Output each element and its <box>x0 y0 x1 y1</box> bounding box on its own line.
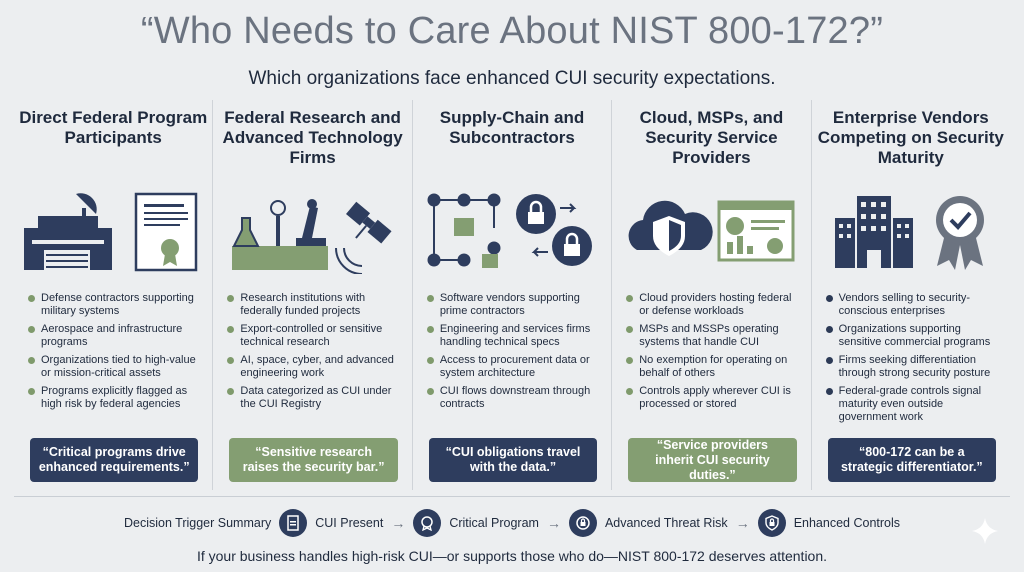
sparkle-icon <box>972 518 998 544</box>
award-badge-icon <box>935 196 984 270</box>
bullet-item: CUI flows downstream through contracts <box>426 385 603 411</box>
column-title: Supply-Chain and Subcontractors <box>439 108 585 147</box>
bullet-list: Cloud providers hosting federal or defen… <box>626 292 802 416</box>
bullet-item: No exemption for operating on behalf of … <box>626 354 802 380</box>
bullet-list: Research institutions with federally fun… <box>227 292 403 416</box>
bullet-item: Organizations tied to high-value or miss… <box>28 354 204 380</box>
decision-trigger-summary: Decision Trigger Summary CUI Present → C… <box>0 508 1024 538</box>
dashboard-icon <box>717 200 795 262</box>
lock-gear-icon <box>516 194 593 266</box>
column-federal-program: Direct Federal Program Participants <box>14 100 214 490</box>
column-title: Enterprise Vendors Competing on Security… <box>817 108 1004 167</box>
column-title: Federal Research and Advanced Technology… <box>222 108 403 167</box>
column-quote: “800-172 can be a strategic differentiat… <box>827 438 997 482</box>
bullet-item: Export-controlled or sensitive technical… <box>227 323 403 349</box>
bullet-item: Organizations supporting sensitive comme… <box>825 323 1002 349</box>
page-subtitle: Which organizations face enhanced CUI se… <box>248 68 776 89</box>
column-illustration <box>413 188 611 278</box>
bullet-item: Access to procurement data or system arc… <box>426 354 603 380</box>
arrow-right-icon: → <box>391 515 406 531</box>
bullet-item: Data categorized as CUI under the CUI Re… <box>227 385 403 411</box>
bullet-list: Defense contractors supporting military … <box>28 292 204 416</box>
audience-columns: Direct Federal Program Participants <box>14 100 1010 490</box>
column-illustration <box>213 188 411 278</box>
bullet-item: Firms seeking differentiation through st… <box>825 354 1002 380</box>
column-research-firms: Federal Research and Advanced Technology… <box>213 100 413 490</box>
bullet-item: Vendors selling to security-conscious en… <box>825 292 1002 318</box>
column-title: Direct Federal Program Participants <box>19 108 208 147</box>
trigger-step-label: Enhanced Controls <box>793 516 901 530</box>
column-illustration <box>612 188 810 278</box>
supply-chain-flow-icon <box>427 193 501 268</box>
column-supply-chain: Supply-Chain and Subcontractors <box>413 100 613 490</box>
column-illustration <box>14 188 212 278</box>
cui-document-icon <box>279 509 308 537</box>
bullet-item: Federal-grade controls signal maturity e… <box>825 385 1002 424</box>
bullet-item: Cloud providers hosting federal or defen… <box>626 292 802 318</box>
column-enterprise-vendors: Enterprise Vendors Competing on Security… <box>812 100 1010 490</box>
bullet-item: Engineering and services firms handling … <box>426 323 603 349</box>
trigger-step-label: Critical Program <box>449 516 539 530</box>
bullet-item: AI, space, cyber, and advanced engineeri… <box>227 354 403 380</box>
bullet-item: Software vendors supporting prime contra… <box>426 292 603 318</box>
column-quote: “Critical programs drive enhanced requir… <box>30 438 199 482</box>
bullet-item: Controls apply wherever CUI is processed… <box>626 385 802 411</box>
shield-lock-icon <box>757 509 786 537</box>
bullet-list: Vendors selling to security-conscious en… <box>825 292 1002 429</box>
section-divider <box>14 496 1010 497</box>
column-title: Cloud, MSPs, and Security Service Provid… <box>639 108 784 167</box>
crosshair-lock-icon <box>568 509 597 537</box>
column-quote: “CUI obligations travel with the data.” <box>428 438 598 482</box>
bullet-item: Research institutions with federally fun… <box>227 292 403 318</box>
bullet-item: Aerospace and infrastructure programs <box>28 323 204 349</box>
column-cloud-msps: Cloud, MSPs, and Security Service Provid… <box>612 100 812 490</box>
bullet-list: Software vendors supporting prime contra… <box>426 292 603 416</box>
office-building-icon <box>834 196 913 268</box>
column-illustration <box>812 188 1010 278</box>
arrow-right-icon: → <box>735 515 750 531</box>
award-badge-icon <box>413 509 442 537</box>
column-quote: “Sensitive research raises the security … <box>229 438 398 482</box>
certificate-scroll-icon <box>134 192 198 272</box>
column-quote: “Service providers inherit CUI security … <box>628 438 797 482</box>
lab-equipment-icon <box>231 200 328 270</box>
satellite-icon <box>345 201 392 244</box>
footer-note: If your business handles high-risk CUI—o… <box>196 548 828 564</box>
microscope-icon <box>295 199 326 246</box>
arrow-right-icon: → <box>546 515 561 531</box>
cloud-shield-icon <box>629 200 714 256</box>
bullet-item: Defense contractors supporting military … <box>28 292 204 318</box>
page-title: “Who Needs to Care About NIST 800-172?” <box>140 10 884 52</box>
trigger-step-label: CUI Present <box>315 516 384 530</box>
trigger-step-label: Advanced Threat Risk <box>604 516 728 530</box>
military-facility-icon <box>24 193 113 270</box>
bullet-item: Programs explicitly flagged as high risk… <box>28 385 204 411</box>
decision-trigger-label: Decision Trigger Summary <box>123 516 272 530</box>
bullet-item: MSPs and MSSPs operating systems that ha… <box>626 323 802 349</box>
